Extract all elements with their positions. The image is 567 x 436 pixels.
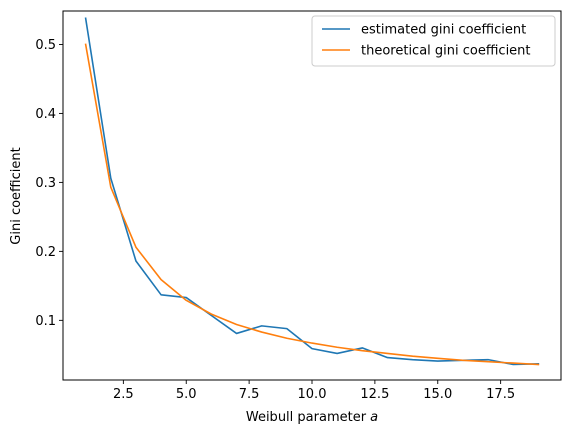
y-axis-label: Gini coefficient <box>9 147 24 244</box>
legend: estimated gini coefficient theoretical g… <box>311 15 556 67</box>
x-axis-label: Weibull parameter a <box>246 410 378 425</box>
x-axis-label-var: a <box>370 410 378 425</box>
y-tick-label: 0.4 <box>35 107 56 122</box>
x-tick-label: 2.5 <box>113 387 134 402</box>
series-layer <box>84 17 540 366</box>
legend-label-estimated: estimated gini coefficient <box>361 23 526 38</box>
x-tick-label: 17.5 <box>486 387 515 402</box>
y-tick-label: 0.5 <box>35 38 56 53</box>
y-tick-label: 0.3 <box>35 176 56 191</box>
x-tick-label: 12.5 <box>360 387 389 402</box>
y-tick-label: 0.2 <box>35 245 56 260</box>
y-tick-label: 0.1 <box>35 314 56 329</box>
legend-label-theoretical: theoretical gini coefficient <box>361 44 531 59</box>
x-axis-label-text: Weibull parameter <box>246 410 370 425</box>
x-tick-label: 5.0 <box>176 387 197 402</box>
x-tick-label: 15.0 <box>423 387 452 402</box>
x-tick-label: 7.5 <box>239 387 260 402</box>
x-axis-ticks: 2.5 5.0 7.5 10.0 12.5 15.0 17.5 <box>113 380 515 402</box>
legend-box <box>311 15 556 67</box>
y-axis-ticks: 0.1 0.2 0.3 0.4 0.5 <box>35 38 63 329</box>
x-tick-label: 10.0 <box>298 387 327 402</box>
